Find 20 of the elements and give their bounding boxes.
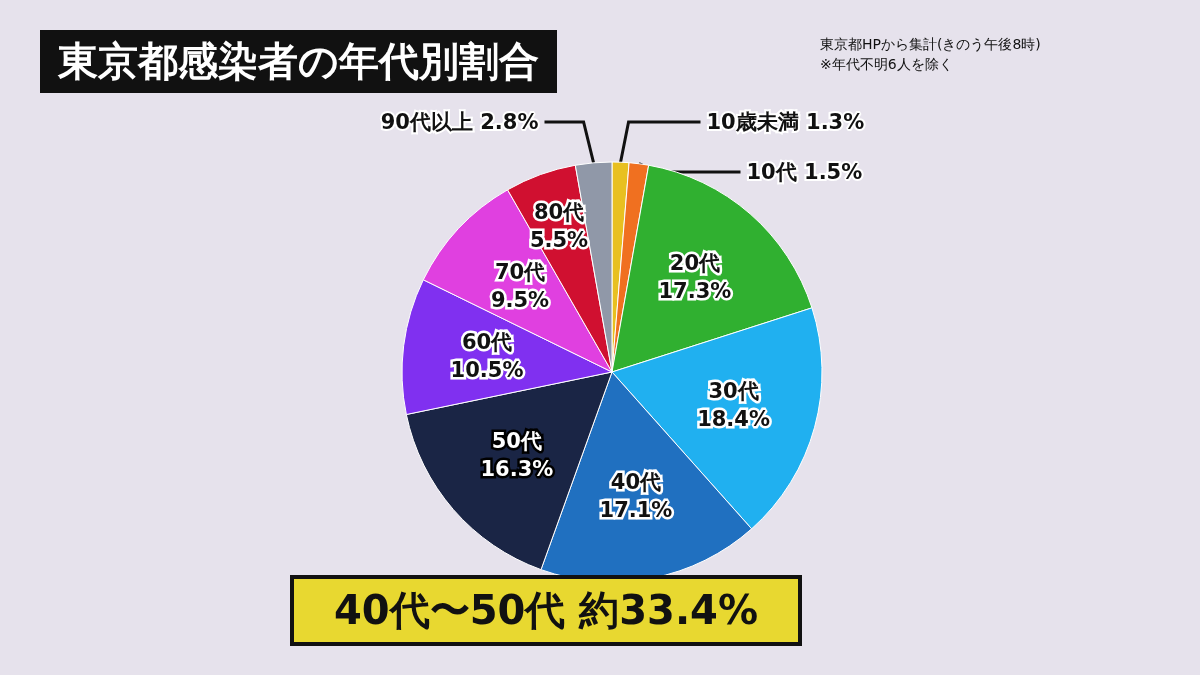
slice-label: 20代: [669, 251, 721, 276]
data-label: 16.3%: [480, 456, 554, 481]
data-label: 18.4%: [697, 407, 770, 432]
text: ※年代不明6人を除く: [820, 55, 954, 74]
slice-label: 60代: [461, 330, 513, 355]
text: 東京都HPから集計(きのう午後8時): [820, 35, 1041, 54]
slice-label: 80代: [533, 199, 585, 224]
slice-label: 10歳未満 1.3%: [706, 110, 865, 134]
chart-title: 東京都感染者の年代別割合: [40, 30, 557, 93]
slice-label: 50代: [491, 428, 542, 453]
data-label: 17.3%: [658, 279, 732, 304]
data-label: 9.5%: [490, 287, 550, 312]
slice-label: 70代: [494, 259, 546, 284]
slice-label: 90代以上 2.8%: [380, 110, 539, 134]
data-label: 10.5%: [450, 358, 524, 383]
slice-label: 40代: [610, 469, 662, 494]
text: 40代〜50代 約33.4%: [290, 575, 803, 646]
slice-label: 10代 1.5%: [746, 160, 863, 184]
slice-label: 30代: [708, 379, 759, 404]
data-label: 17.1%: [599, 497, 673, 522]
